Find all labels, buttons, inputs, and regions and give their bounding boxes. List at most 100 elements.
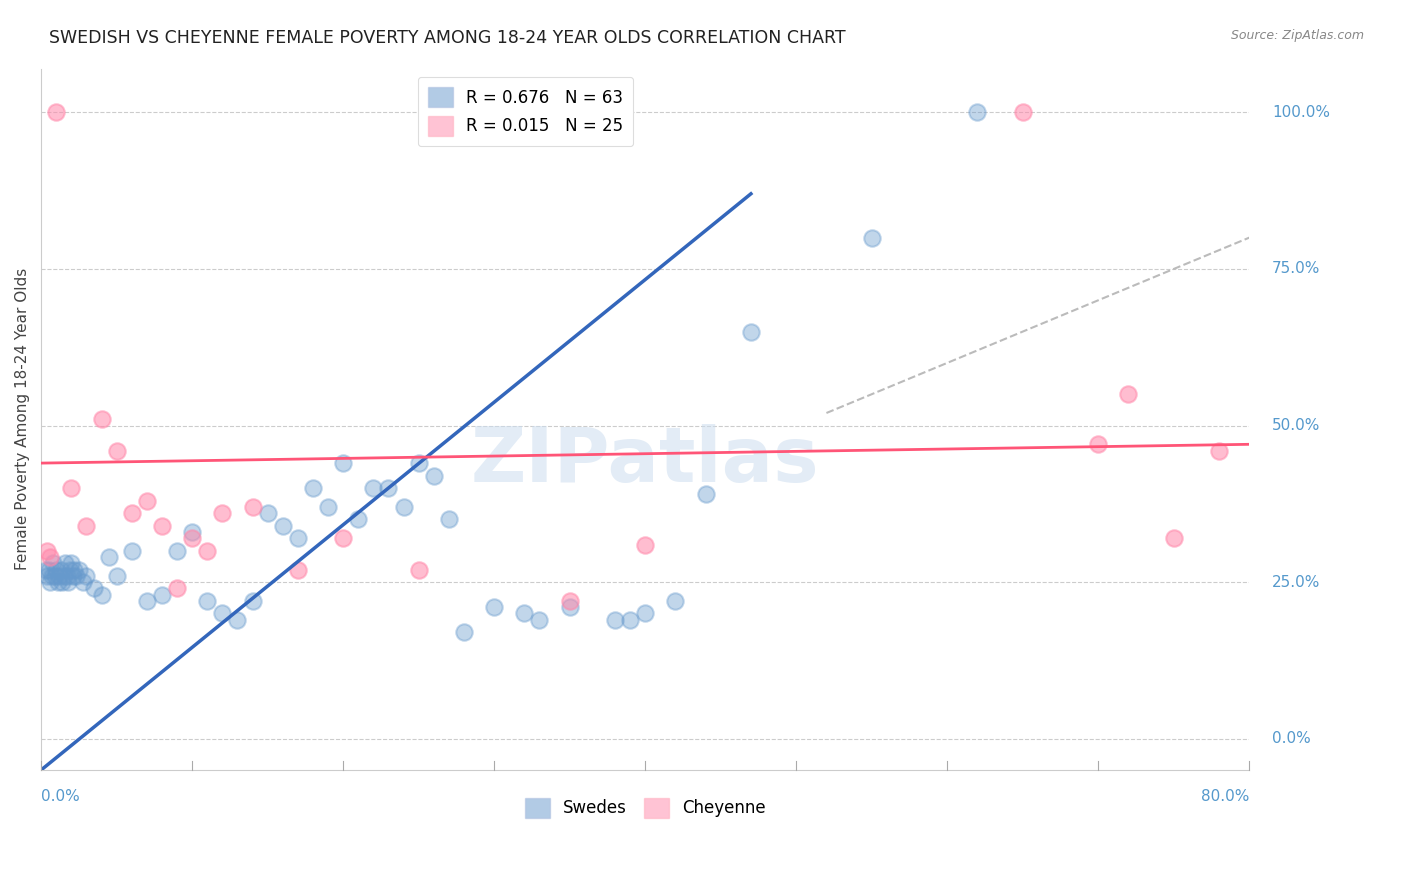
Point [60,557,83,571]
Point [332,456,354,470]
Point [423,468,446,483]
Point [150,518,173,533]
Point [1208,443,1230,458]
Point [966,105,988,120]
Point [45,563,67,577]
Point [347,512,370,526]
Text: 80.0%: 80.0% [1201,789,1250,804]
Point [603,613,626,627]
Point [664,594,686,608]
Point [135,594,157,608]
Text: 25.0%: 25.0% [1272,574,1320,590]
Y-axis label: Female Poverty Among 18-24 Year Olds: Female Poverty Among 18-24 Year Olds [15,268,30,570]
Point [166,582,188,596]
Point [46,575,69,590]
Text: 0.0%: 0.0% [1272,731,1310,747]
Point [75,518,97,533]
Point [45,105,67,120]
Point [242,594,264,608]
Point [1118,387,1140,401]
Point [51,575,73,590]
Point [513,607,536,621]
Point [181,524,204,539]
Text: SWEDISH VS CHEYENNE FEMALE POVERTY AMONG 18-24 YEAR OLDS CORRELATION CHART: SWEDISH VS CHEYENNE FEMALE POVERTY AMONG… [49,29,846,46]
Point [634,607,657,621]
Point [482,600,505,615]
Point [48,569,70,583]
Text: 100.0%: 100.0% [1272,105,1330,120]
Point [287,531,309,545]
Point [83,582,105,596]
Point [181,531,204,545]
Point [44,569,66,583]
Point [1011,105,1033,120]
Point [121,506,143,520]
Point [62,569,84,583]
Point [49,563,72,577]
Point [558,600,581,615]
Point [377,481,399,495]
Text: 0.0%: 0.0% [41,789,80,804]
Point [105,569,128,583]
Point [256,506,278,520]
Point [41,569,63,583]
Point [59,563,82,577]
Point [67,563,90,577]
Point [58,575,80,590]
Point [437,512,460,526]
Point [242,500,264,514]
Point [121,543,143,558]
Point [408,456,430,470]
Point [211,506,233,520]
Point [42,557,65,571]
Point [195,594,218,608]
Point [150,588,173,602]
Point [363,481,385,495]
Point [332,531,354,545]
Text: Source: ZipAtlas.com: Source: ZipAtlas.com [1230,29,1364,42]
Point [63,563,86,577]
Point [316,500,339,514]
Point [271,518,294,533]
Point [37,543,59,558]
Point [392,500,415,514]
Point [105,443,128,458]
Point [39,549,62,564]
Point [72,575,94,590]
Point [695,487,717,501]
Text: ZIPatlas: ZIPatlas [471,425,820,499]
Point [226,613,249,627]
Point [53,557,76,571]
Point [34,563,56,577]
Point [1163,531,1185,545]
Point [39,575,62,590]
Point [75,569,97,583]
Point [38,563,60,577]
Point [634,537,657,551]
Point [60,481,83,495]
Point [90,412,112,426]
Point [166,543,188,558]
Point [65,569,87,583]
Point [408,563,430,577]
Point [37,569,59,583]
Point [98,549,121,564]
Point [52,569,75,583]
Text: 50.0%: 50.0% [1272,418,1320,433]
Point [529,613,551,627]
Point [1087,437,1109,451]
Point [558,594,581,608]
Point [740,325,762,339]
Point [287,563,309,577]
Point [211,607,233,621]
Point [453,625,475,640]
Point [90,588,112,602]
Point [135,493,157,508]
Point [56,569,79,583]
Point [195,543,218,558]
Point [619,613,641,627]
Legend: Swedes, Cheyenne: Swedes, Cheyenne [519,791,772,825]
Text: 75.0%: 75.0% [1272,261,1320,277]
Point [860,230,883,244]
Point [302,481,325,495]
